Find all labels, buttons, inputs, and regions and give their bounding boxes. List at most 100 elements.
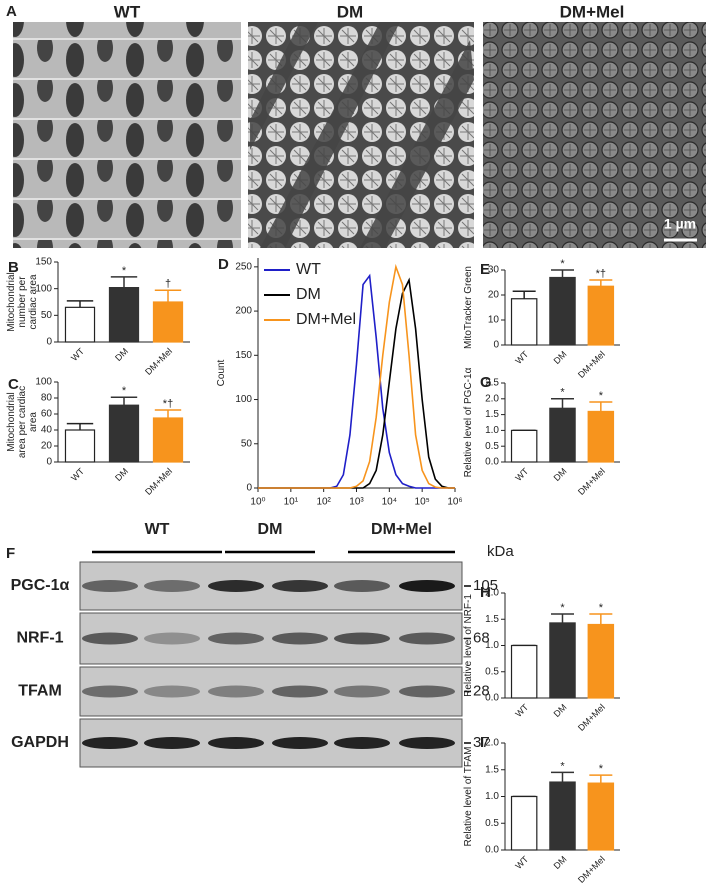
y-tick-label: 1.0 (485, 640, 499, 651)
unit-label: kDa (487, 543, 514, 560)
y-tick-label: 0 (246, 483, 252, 494)
blot-strip (79, 561, 463, 611)
blot-band (334, 632, 390, 645)
blot-band (144, 580, 200, 592)
y-axis-label: Count (216, 359, 227, 387)
line-series (258, 263, 455, 489)
y-tick-label: 2.0 (485, 738, 499, 749)
blot-band (399, 685, 455, 698)
blot-band (272, 737, 328, 749)
row-label: PGC-1α (11, 577, 70, 594)
y-axis-label: Relative level of TFAM (463, 746, 474, 847)
x-tick-label: 10⁴ (382, 497, 397, 508)
bar (108, 287, 140, 343)
legend-label: DM (296, 286, 321, 303)
annotation: *† (163, 398, 173, 410)
panel-label: D (218, 256, 229, 273)
image-title: DM (337, 2, 363, 21)
y-tick-label: 0.0 (485, 457, 499, 468)
x-tick-label: 10² (316, 497, 331, 508)
blot-band (334, 580, 390, 592)
y-tick-label: 2.0 (485, 588, 499, 599)
blot-band (82, 580, 138, 592)
bar (152, 417, 184, 463)
y-label-text: Relative level of TFAM (463, 746, 474, 847)
scale-bar-label: 1 µm (664, 216, 696, 232)
y-tick-label: 1.5 (485, 614, 499, 625)
bar (152, 301, 184, 343)
bar (510, 298, 538, 346)
y-label-text: Count (216, 359, 227, 387)
bar (549, 622, 576, 699)
annotation: * (122, 385, 127, 397)
y-tick-label: 0.5 (485, 441, 499, 452)
annotation: * (122, 265, 127, 277)
y-tick-label: 60 (41, 409, 53, 420)
panel-label: G (480, 374, 492, 391)
blot-band (144, 685, 200, 698)
panel-label: A (6, 3, 17, 20)
annotation: *† (596, 268, 606, 280)
blot-band (82, 685, 138, 698)
y-tick-label: 200 (235, 306, 252, 317)
blot-band (334, 737, 390, 749)
line-series (258, 277, 455, 489)
y-tick-label: 50 (241, 438, 253, 449)
legend-label: WT (296, 261, 321, 278)
panel-label: H (480, 584, 491, 601)
y-tick-label: 100 (235, 394, 252, 405)
x-tick-label: DM+Mel (576, 702, 607, 733)
x-tick-label: DM (552, 854, 569, 871)
y-tick-label: 0 (46, 337, 52, 348)
y-label-text: Mitochondrial area per cardiac area (6, 385, 39, 459)
bar (587, 782, 615, 851)
kda-label: 68 (473, 629, 490, 646)
x-tick-label: DM+Mel (576, 349, 607, 380)
row-label: NRF-1 (16, 630, 63, 647)
x-tick-label: DM (113, 466, 130, 483)
x-tick-label: WT (69, 346, 86, 363)
panel-label: B (8, 259, 19, 276)
blot-band (144, 737, 200, 749)
annotation: * (599, 763, 604, 775)
bar (587, 410, 615, 463)
bar (510, 644, 538, 699)
group-label: DM (258, 521, 283, 538)
annotation: * (560, 760, 565, 772)
x-tick-label: DM (552, 702, 569, 719)
y-tick-label: 20 (41, 441, 53, 452)
blot-band (334, 685, 390, 698)
kda-label: 37 (473, 734, 490, 751)
y-tick-label: 150 (235, 350, 252, 361)
bar (549, 276, 576, 346)
group-label: DM+Mel (371, 521, 432, 538)
annotation: * (599, 602, 604, 614)
y-tick-label: 0.5 (485, 666, 499, 677)
panel-label: F (6, 545, 15, 562)
em-image (483, 22, 706, 248)
x-tick-label: DM+Mel (576, 466, 607, 497)
y-tick-label: 1.5 (485, 409, 499, 420)
blot-band (82, 737, 138, 749)
bar (64, 429, 96, 463)
x-tick-label: WT (69, 466, 86, 483)
blot-strip (79, 718, 463, 768)
y-tick-label: 20 (488, 290, 500, 301)
y-tick-label: 0.0 (485, 693, 499, 704)
row-label: GAPDH (11, 734, 69, 751)
bar (510, 429, 538, 463)
blot-band (82, 632, 138, 645)
panel-label: C (8, 376, 19, 393)
blot-band (208, 685, 264, 698)
annotation: † (165, 278, 171, 290)
kda-label: 28 (473, 682, 490, 699)
x-tick-label: DM+Mel (143, 466, 174, 497)
blot-band (399, 632, 455, 645)
y-label-text: Relative level of PGC-1α (463, 367, 474, 478)
x-tick-label: WT (513, 854, 530, 871)
y-tick-label: 1.0 (485, 791, 499, 802)
bar (549, 781, 576, 851)
bar (587, 623, 615, 699)
x-tick-label: DM (113, 346, 130, 363)
group-label: WT (145, 521, 170, 538)
